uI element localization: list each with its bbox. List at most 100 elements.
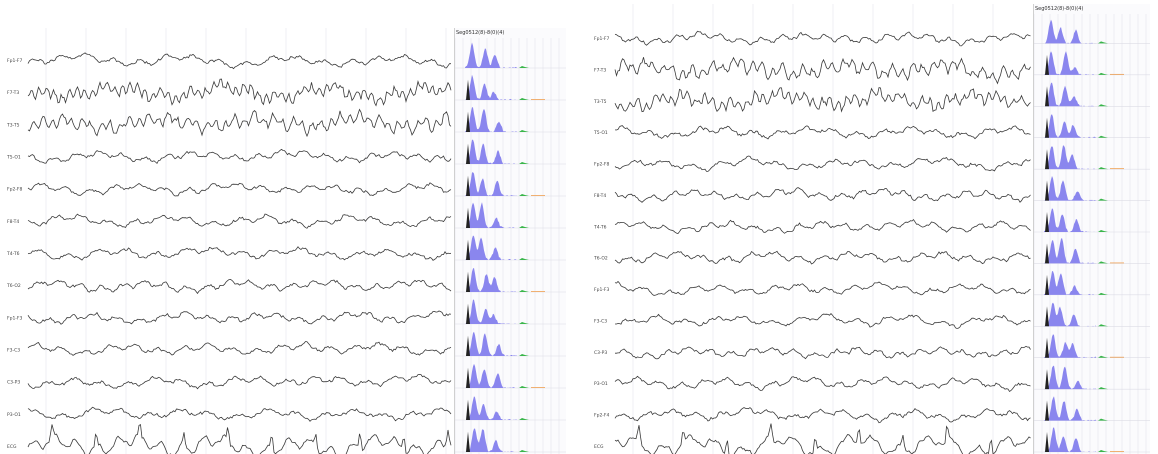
- eeg-trace-line: [27, 423, 452, 454]
- spectrum-green-band: [1098, 230, 1108, 232]
- spectrum-fill: [1044, 271, 1096, 295]
- channel-label: F7-T3: [594, 67, 606, 73]
- spectrum-peak: [1045, 86, 1049, 107]
- spectrum-green-band: [1098, 292, 1108, 295]
- eeg-trace-line: [614, 375, 1031, 393]
- spectrum-fill: [1044, 51, 1096, 75]
- spectrum-green-band: [519, 354, 529, 356]
- spectrum-peak: [466, 303, 470, 324]
- channel-label: T4-T6: [6, 251, 20, 257]
- channel-label: Fp2-F8: [7, 187, 23, 193]
- eeg-trace-line: [614, 250, 1031, 265]
- spectrum-green-band: [1098, 167, 1108, 170]
- spectrum-fill: [1044, 82, 1096, 107]
- channel-label: C3-P3: [7, 380, 20, 386]
- spectrum-green-band: [519, 98, 529, 100]
- spectrum-fill: [465, 299, 517, 324]
- channel-label: F8-T4: [594, 193, 606, 199]
- channel-label: Fp2-F8: [594, 162, 610, 168]
- spectrum-peak: [466, 335, 470, 356]
- eeg-trace-line: [27, 148, 452, 165]
- channel-label: ECG: [594, 444, 604, 450]
- spectrum-peak: [466, 175, 470, 196]
- spectrum-fill: [1044, 302, 1096, 327]
- spectrum-green-band: [519, 386, 529, 388]
- spectrum-fill: [1044, 145, 1096, 170]
- channel-label: Fp1-F7: [7, 58, 23, 64]
- spectrum-header: Seg0512(8)-8(0)(4): [1035, 6, 1084, 12]
- spectrum-green-band: [1098, 135, 1108, 138]
- eeg-trace-line: [614, 280, 1031, 296]
- spectrum-green-band: [519, 194, 529, 196]
- spectrum-peak: [1045, 243, 1049, 264]
- spectrum-peak: [1045, 337, 1049, 358]
- spectrum-fill: [465, 172, 517, 196]
- spectrum-fill: [465, 202, 517, 228]
- eeg-trace-area: Fp1-F7 F7-T3 T3-T5 T5-O1 Fp2-F8 F8-T4 T4-T6 T6-…: [6, 28, 455, 454]
- spectrum-green-band: [1098, 387, 1108, 390]
- channel-label: ECG: [7, 444, 17, 450]
- channel-label: F7-T3: [7, 90, 19, 96]
- spectrum-peak: [1045, 400, 1049, 421]
- eeg-panel-right: Fp1-F7 F7-T3 T3-T5 T5-O1 Fp2-F8 F8-T4 T4-T6 T6-…: [593, 4, 1150, 454]
- eeg-trace-line: [614, 125, 1031, 140]
- eeg-trace-line: [615, 313, 1031, 329]
- spectrum-green-band: [519, 130, 529, 132]
- spectrum-green-band: [1098, 324, 1108, 327]
- channel-label: T4-T6: [593, 224, 607, 230]
- spectrum-fill: [465, 331, 517, 356]
- spectrum-fill: [1044, 208, 1096, 232]
- spectrum-peak: [466, 143, 470, 164]
- spectrum-peak: [466, 79, 470, 100]
- spectrum-peak: [1045, 180, 1049, 201]
- eeg-trace-line: [27, 278, 452, 295]
- spectrum-green-band: [1098, 450, 1108, 452]
- spectrum-green-band: [1098, 72, 1108, 75]
- spectrum-peak: [466, 207, 470, 228]
- spectrum-fill: [1044, 114, 1096, 138]
- spectrum-peak: [466, 367, 470, 388]
- spectrum-peak: [466, 239, 470, 260]
- eeg-trace-line: [614, 30, 1031, 47]
- spectrum-green-band: [519, 162, 529, 164]
- eeg-trace-line: [27, 341, 452, 356]
- spectrum-peak: [1045, 369, 1049, 390]
- spectrum-fill: [1044, 334, 1096, 358]
- channel-label: Fp2-F4: [594, 413, 610, 419]
- channel-label: T5-O1: [593, 130, 608, 136]
- eeg-trace-line: [27, 52, 451, 70]
- spectrum-green-band: [1098, 104, 1108, 107]
- spectrum-peak: [466, 431, 470, 452]
- spectrum-peak: [1045, 117, 1049, 138]
- spectrum-green-band: [519, 322, 529, 324]
- channel-label: Fp1-F7: [594, 36, 610, 42]
- spectrum-green-band: [1098, 355, 1108, 358]
- channel-label: P3-O1: [7, 412, 21, 418]
- channel-label: Fp1-F3: [7, 315, 23, 321]
- spectrum-fill: [1044, 176, 1096, 201]
- eeg-trace-line: [27, 78, 452, 107]
- spectrum-green-band: [1098, 198, 1108, 201]
- channel-label: Fp1-F3: [594, 287, 610, 293]
- spectrum-green-band: [1098, 261, 1108, 264]
- spectrum-fill: [1044, 238, 1096, 264]
- spectrum-area: Seg0512(8)-8(0)(4): [455, 28, 566, 454]
- spectrum-green-band: [519, 226, 529, 228]
- spectrum-area: Seg0512(8)-8(0)(4): [1034, 4, 1150, 454]
- spectrum-plots: [1034, 14, 1150, 454]
- spectrum-peak: [1045, 431, 1049, 452]
- eeg-trace-line: [615, 345, 1031, 360]
- eeg-traces: Fp1-F7 F7-T3 T3-T5 T5-O1 Fp2-F8 F8-T4 T4-T6 T6-…: [6, 28, 452, 454]
- channel-label: F8-T4: [7, 219, 19, 225]
- spectrum-fill: [465, 396, 517, 420]
- spectrum-fill: [465, 139, 517, 164]
- eeg-trace-line: [27, 108, 452, 138]
- spectrum-fill: [465, 428, 517, 452]
- eeg-trace-line: [27, 374, 452, 390]
- eeg-trace-line: [27, 246, 452, 261]
- spectrum-green-band: [519, 258, 529, 260]
- spectrum-peak: [1045, 306, 1049, 327]
- eeg-trace-line: [614, 423, 1031, 454]
- spectrum-fill: [465, 235, 517, 260]
- eeg-trace-line: [27, 182, 452, 197]
